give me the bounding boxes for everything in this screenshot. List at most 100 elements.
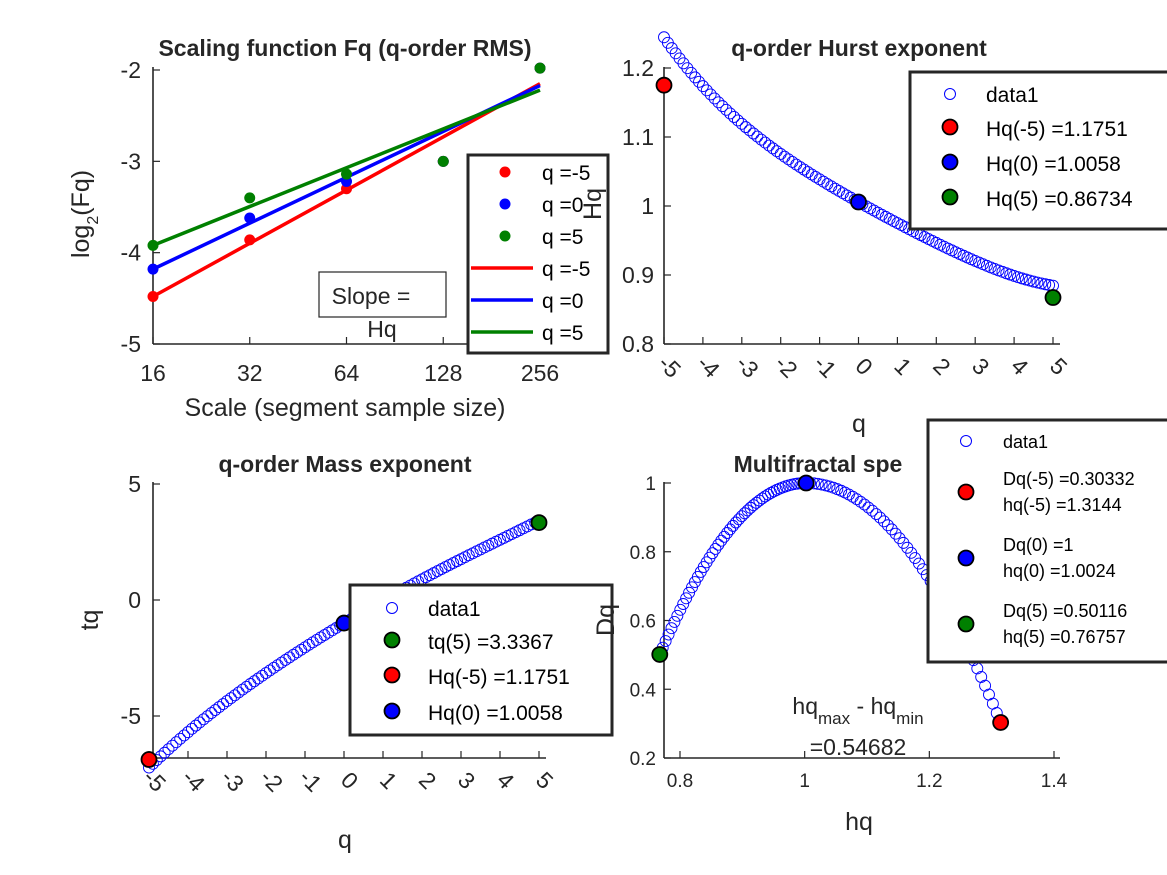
data-point [751, 130, 764, 143]
data-point [256, 669, 269, 682]
legend-label: data1 [986, 84, 1039, 107]
data-point [712, 96, 725, 109]
scaling-function-panel: Scaling function Fq (q-order RMS) 16 32 64 1… [67, 35, 610, 422]
data-point [693, 75, 705, 88]
x-tick-label: -4 [692, 350, 725, 383]
y-tick-label: 1 [641, 193, 654, 219]
data-point [671, 609, 684, 622]
data-point [221, 695, 233, 708]
legend-label: q =5 [542, 322, 583, 345]
data-point [232, 686, 245, 699]
x-tick-label: 64 [334, 360, 360, 386]
data-point [279, 654, 292, 666]
data-point [833, 184, 845, 197]
chart-title: q-order Mass exponent [218, 451, 471, 477]
data-point [706, 547, 719, 560]
x-tick-label: -5 [653, 350, 686, 383]
data-point [1023, 274, 1036, 287]
hurst-y-axis-label: Hq [579, 188, 607, 220]
data-point [287, 648, 300, 661]
data-point [728, 111, 740, 123]
legend-marker [941, 153, 959, 171]
x-tick-label: 2 [928, 353, 955, 380]
data-point [683, 586, 696, 599]
data-point [306, 636, 319, 649]
y-axis-label-subscript: 2 [85, 216, 102, 225]
data-point [817, 175, 830, 188]
x-tick-label: 1 [889, 353, 916, 380]
data-point [209, 704, 222, 716]
y-tick-label: 0 [128, 587, 141, 613]
x-tick-label: 2 [414, 767, 441, 794]
legend-marker [383, 631, 401, 649]
data-point-2 [147, 239, 159, 251]
data-point [712, 538, 725, 551]
data-point [763, 139, 775, 152]
data-point [314, 631, 327, 644]
data-point [821, 178, 834, 190]
x-tick-label: 1.4 [1041, 771, 1068, 792]
x-tick-label: 1 [799, 771, 810, 792]
data-point [870, 508, 883, 520]
y-tick-label: 0.8 [630, 543, 656, 564]
data-point [689, 71, 702, 84]
x-tick-label: -2 [770, 350, 803, 383]
highlight-marker [1044, 289, 1062, 306]
data-point [213, 701, 226, 713]
x-tick-label: -1 [294, 764, 327, 797]
x-axis-label: q [852, 410, 866, 438]
legend-marker [499, 198, 511, 210]
data-point [224, 692, 237, 705]
data-point [794, 161, 807, 174]
legend-label: Hq(5) =0.86734 [986, 188, 1133, 211]
x-tick-label: 4 [492, 767, 520, 795]
chart-title: q-order Hurst exponent [731, 35, 987, 61]
data-point [252, 672, 265, 685]
legend-label: Dq(0) =1 [1003, 535, 1074, 555]
fit-line-2 [152, 88, 541, 247]
legend-marker [944, 88, 956, 100]
x-tick-label: 0 [850, 353, 877, 380]
data-point [805, 168, 818, 181]
mass-exponent-panel: q-order Mass exponent-5 -4 -3 -2 -1 0 1 2 3 4 5-50… [76, 451, 614, 854]
data-point [170, 736, 183, 749]
data-point [724, 523, 736, 536]
y-tick-label: 1.1 [622, 124, 654, 150]
data-point-2 [244, 192, 256, 204]
data-point [735, 117, 748, 130]
data-point [1027, 275, 1040, 288]
y-tick-label: 1 [645, 474, 656, 495]
y-tick-label: -2 [121, 57, 141, 83]
data-point [975, 671, 988, 683]
legend-label: Hq(0) =1.0058 [428, 702, 563, 725]
data-point [240, 680, 253, 693]
x-tick-label: 128 [424, 360, 462, 386]
y-axis-label: log2(Fq) [67, 170, 102, 258]
data-point [677, 598, 690, 610]
legend-marker [386, 602, 398, 614]
data-point [889, 527, 902, 540]
data-point [182, 726, 194, 739]
data-point [715, 534, 728, 547]
legend-label: Dq(5) =0.50116 [1003, 601, 1127, 621]
data-point [326, 624, 339, 637]
data-point-2 [437, 155, 449, 167]
legend-label: q =5 [542, 226, 583, 249]
x-tick-label: 256 [521, 360, 559, 386]
data-point [680, 592, 693, 605]
highlight-marker [655, 76, 673, 94]
legend-marker [941, 188, 959, 206]
data-point [893, 532, 906, 545]
data-point [295, 643, 308, 656]
legend-marker [957, 549, 975, 567]
x-tick-label: -3 [216, 764, 249, 797]
legend-marker [941, 118, 959, 136]
highlight-marker [651, 646, 669, 663]
legend-label: Hq(0) =1.0058 [986, 153, 1121, 176]
data-point [1012, 271, 1024, 284]
data-point [756, 492, 769, 505]
data-point [770, 145, 783, 158]
data-point [665, 622, 678, 635]
highlight-marker [992, 714, 1010, 731]
data-point [729, 516, 742, 529]
